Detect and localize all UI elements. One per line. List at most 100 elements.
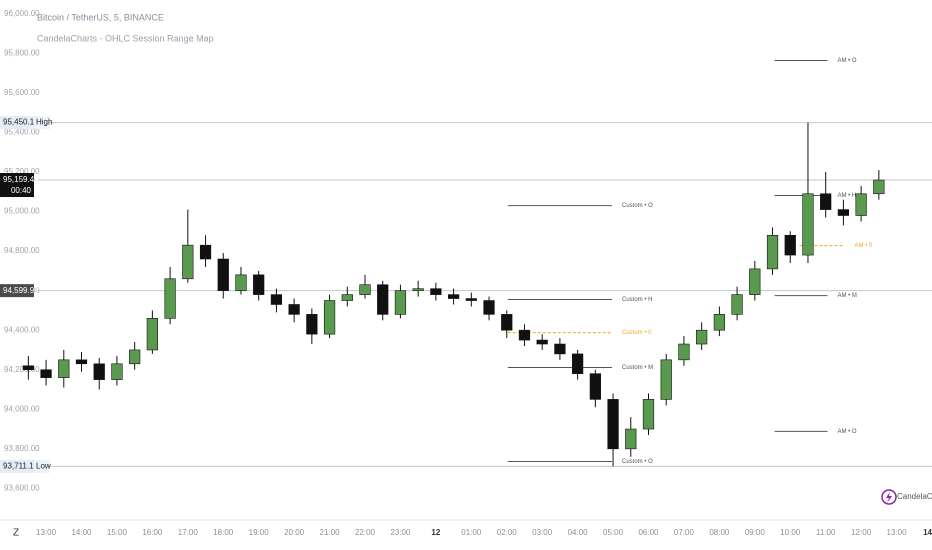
x-tick-label: 07:00 xyxy=(674,528,695,537)
candle-body xyxy=(146,318,158,351)
watermark: CandelaCharts xyxy=(897,492,932,501)
candle-body xyxy=(518,329,531,341)
candle-body xyxy=(554,343,566,355)
price-badge-label: 94,599.99 xyxy=(3,286,39,295)
price-tag: High xyxy=(36,118,52,127)
candle-body xyxy=(270,294,283,305)
x-tick-label: 21:00 xyxy=(320,528,341,537)
candle-body xyxy=(501,314,513,331)
x-tick-label: 18:00 xyxy=(213,528,234,537)
candle-body xyxy=(253,274,265,295)
candle-body xyxy=(784,234,796,256)
candle-body xyxy=(465,298,477,301)
x-tick-label: 05:00 xyxy=(603,528,624,537)
price-badge xyxy=(0,173,34,198)
x-tick-label: 03:00 xyxy=(532,528,553,537)
candle-body xyxy=(288,304,300,315)
candle-body xyxy=(607,399,619,450)
price-badge-label: 93,711.19 xyxy=(3,461,39,470)
x-tick-label: 14:00 xyxy=(71,528,92,537)
y-tick-label: 94,000.00 xyxy=(4,404,40,413)
x-tick-label: 12 xyxy=(431,528,440,537)
candle-body xyxy=(182,244,194,280)
x-tick-label: 09:00 xyxy=(745,528,766,537)
candle-body xyxy=(696,329,708,345)
candle-body xyxy=(323,300,336,335)
x-tick-label: 10:00 xyxy=(780,528,801,537)
x-tick-label: 19:00 xyxy=(249,528,270,537)
candle-body xyxy=(660,359,672,400)
candle-body xyxy=(802,193,814,256)
candle-body xyxy=(873,179,885,195)
price-tag-box xyxy=(34,116,50,130)
candle-body xyxy=(837,209,850,216)
y-tick-label: 94,800.00 xyxy=(4,246,40,255)
candle-body xyxy=(820,193,832,210)
candle-body xyxy=(58,359,70,378)
candle-body xyxy=(164,278,176,319)
candle-body xyxy=(625,428,637,450)
candle-body xyxy=(394,290,407,315)
x-tick-label: 15:00 xyxy=(107,528,128,537)
y-tick-label: 93,800.00 xyxy=(4,444,40,453)
y-tick-label: 95,200.00 xyxy=(4,167,40,176)
candle-body xyxy=(412,288,424,291)
session-level-label: Custom • O xyxy=(622,459,653,465)
candle-body xyxy=(235,274,247,291)
x-tick-label: 20:00 xyxy=(284,528,305,537)
candle-body xyxy=(377,284,389,315)
candle-body xyxy=(766,234,779,270)
candle-body xyxy=(855,193,867,216)
session-level-label: AM • M xyxy=(837,293,856,299)
price-badge xyxy=(0,116,34,130)
candle-body xyxy=(40,369,52,378)
x-tick-label: 23:00 xyxy=(390,528,411,537)
y-tick-label: 95,000.00 xyxy=(4,207,40,216)
candle-body xyxy=(536,339,548,345)
price-badge xyxy=(0,459,34,473)
y-tick-label: 93,600.00 xyxy=(4,483,40,492)
candle-body xyxy=(199,244,212,260)
x-tick-label: 16:00 xyxy=(142,528,163,537)
session-level-label: Custom • O xyxy=(622,203,653,209)
x-tick-label: 11:00 xyxy=(816,528,836,537)
price-tag: Low xyxy=(36,461,51,470)
candle-body xyxy=(129,349,141,365)
x-tick-label: 02:00 xyxy=(497,528,518,537)
candle-body xyxy=(447,294,460,299)
x-tick-label: 12:00 xyxy=(851,528,872,537)
candle-body xyxy=(430,288,442,295)
x-tick-label: 06:00 xyxy=(638,528,659,537)
candle-body xyxy=(678,343,690,361)
price-tag-box xyxy=(34,459,50,473)
price-badge-label: 95,159.49 xyxy=(3,175,39,184)
price-badge-label: 95,450.10 xyxy=(3,118,39,127)
y-tick-label: 96,000.00 xyxy=(4,9,40,18)
x-tick-label: 13:00 xyxy=(887,528,908,537)
y-tick-label: 95,400.00 xyxy=(4,128,40,137)
session-level-label: AM • H xyxy=(837,193,856,199)
candle-body xyxy=(217,258,229,291)
chart-subtitle: CandelaCharts - OHLC Session Range Map xyxy=(37,33,214,43)
price-badge xyxy=(0,284,34,298)
candle-body xyxy=(589,373,601,400)
candle-body xyxy=(483,300,495,315)
x-tick-label: 13:00 xyxy=(36,528,57,537)
x-tick-label: 01:00 xyxy=(461,528,482,537)
session-level-label: Custom • 0 xyxy=(622,330,652,336)
y-tick-label: 95,800.00 xyxy=(4,48,40,57)
session-level-label: Custom • M xyxy=(622,365,653,371)
candle-body xyxy=(572,353,584,374)
candle-body xyxy=(22,365,34,371)
candle-body xyxy=(93,363,105,380)
candle-body xyxy=(642,399,655,430)
candle-body xyxy=(75,359,88,365)
timezone-button[interactable]: Z xyxy=(13,528,19,539)
x-tick-label: 14 xyxy=(923,528,932,537)
watermark-bolt xyxy=(886,492,892,503)
x-tick-label: 17:00 xyxy=(178,528,199,537)
